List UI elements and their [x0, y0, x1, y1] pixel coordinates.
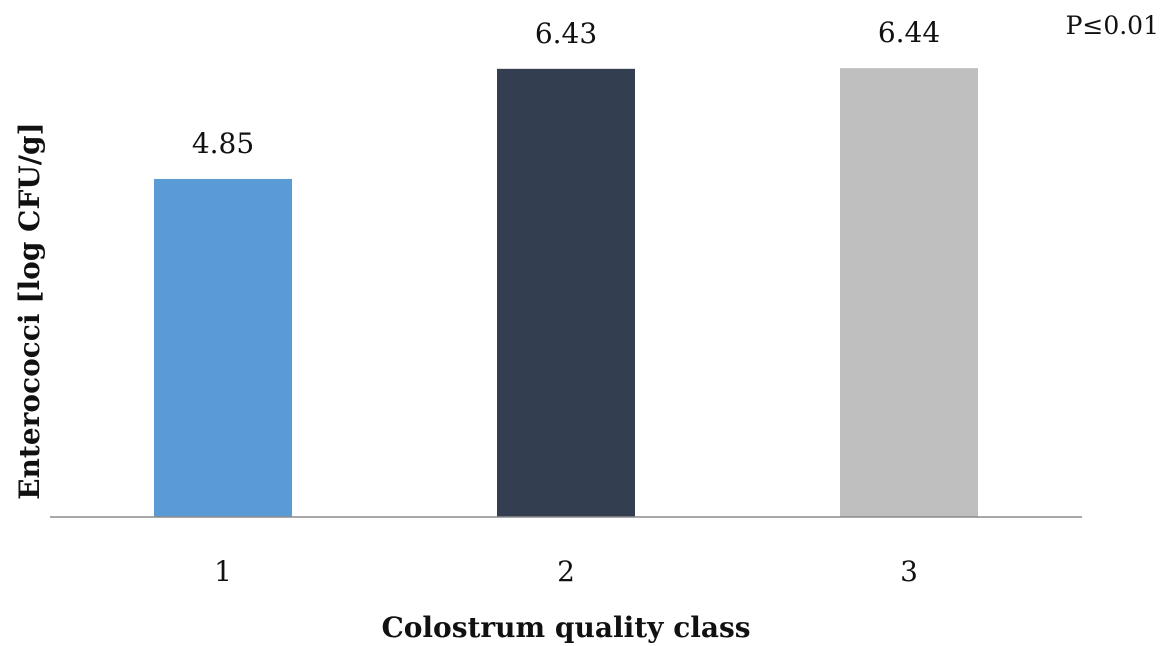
significance-annotation: P≤0.01 — [1066, 11, 1159, 40]
bar-2 — [497, 68, 635, 517]
data-label-2: 6.43 — [535, 17, 597, 50]
x-tick-labels-group: 1 2 3 — [214, 555, 918, 588]
bars-group — [154, 68, 978, 518]
bar-3 — [840, 68, 978, 518]
bar-1 — [154, 178, 292, 517]
data-label-3: 6.44 — [878, 16, 940, 49]
data-labels-group: 4.85 6.43 6.44 — [192, 16, 940, 160]
x-axis-title: Colostrum quality class — [381, 611, 750, 644]
data-label-1: 4.85 — [192, 127, 254, 160]
y-axis-title: Enterococci [log CFU/g] — [13, 122, 46, 500]
x-tick-label-2: 2 — [557, 555, 575, 588]
x-tick-label-1: 1 — [214, 555, 232, 588]
x-tick-label-3: 3 — [900, 555, 918, 588]
